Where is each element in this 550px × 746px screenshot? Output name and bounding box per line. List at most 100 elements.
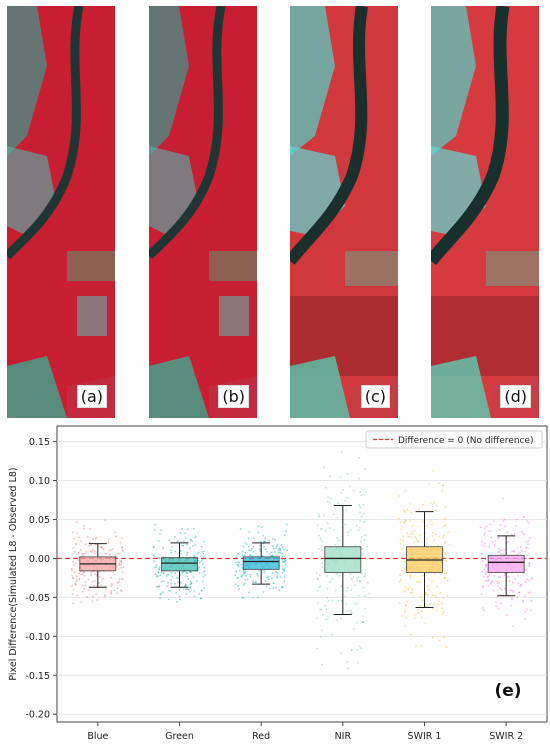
data-point <box>320 528 322 531</box>
data-point <box>80 601 83 604</box>
data-point <box>118 562 120 565</box>
data-point <box>528 563 531 566</box>
data-point <box>417 508 420 511</box>
data-point <box>448 544 451 546</box>
data-point <box>283 534 286 537</box>
data-point <box>280 586 283 588</box>
data-point <box>189 580 192 583</box>
data-point <box>319 608 322 611</box>
data-point <box>88 545 91 547</box>
data-point <box>403 560 406 563</box>
data-point <box>524 595 527 598</box>
data-point <box>248 549 250 552</box>
data-point <box>403 508 405 511</box>
data-point <box>435 585 438 588</box>
data-point <box>427 594 429 596</box>
data-point <box>184 532 187 535</box>
data-point <box>249 554 251 557</box>
data-point <box>159 532 161 535</box>
data-point <box>498 536 500 539</box>
data-point <box>434 509 437 512</box>
data-point <box>364 608 367 610</box>
data-point <box>488 573 491 576</box>
data-point <box>401 555 403 558</box>
data-point <box>72 588 75 591</box>
y-tick-label: 0.05 <box>29 515 50 526</box>
data-point <box>270 555 273 557</box>
data-point <box>432 501 435 504</box>
data-point <box>520 531 523 534</box>
data-point <box>503 574 506 576</box>
data-point <box>277 551 280 554</box>
data-point <box>187 578 190 581</box>
data-point <box>78 551 80 554</box>
data-point <box>519 584 522 586</box>
data-point <box>435 604 438 607</box>
data-point <box>285 523 288 526</box>
data-point <box>234 583 237 586</box>
data-point <box>121 549 124 552</box>
data-point <box>271 545 274 547</box>
data-point <box>254 581 257 584</box>
data-point <box>362 493 365 496</box>
data-point <box>198 572 201 574</box>
data-point <box>200 589 203 592</box>
data-point <box>487 575 490 578</box>
data-point <box>76 575 78 578</box>
data-point <box>120 589 122 592</box>
data-point <box>487 584 490 587</box>
data-point <box>286 549 289 552</box>
data-point <box>443 577 446 580</box>
data-point <box>201 563 204 565</box>
data-point <box>443 517 446 520</box>
data-point <box>407 535 410 538</box>
data-point <box>406 532 409 535</box>
data-point <box>346 587 349 589</box>
data-point <box>203 587 205 590</box>
data-point <box>346 497 349 499</box>
data-point <box>399 574 402 577</box>
data-point <box>202 571 205 574</box>
data-point <box>263 540 266 542</box>
data-point <box>158 568 161 570</box>
data-point <box>319 635 322 638</box>
data-point <box>178 589 181 591</box>
data-point <box>528 561 531 564</box>
data-point <box>243 554 246 557</box>
data-point <box>185 553 188 556</box>
data-point <box>238 569 241 572</box>
data-point <box>109 553 111 556</box>
data-point <box>520 550 523 552</box>
data-point <box>182 544 185 547</box>
data-point <box>162 572 165 575</box>
data-point <box>257 531 260 534</box>
data-point <box>403 521 406 524</box>
data-point <box>493 520 495 522</box>
data-point <box>433 573 436 575</box>
data-point <box>363 575 366 578</box>
data-point <box>244 551 247 554</box>
panel-label-c: (c) <box>360 385 390 408</box>
data-point <box>166 585 169 587</box>
data-point <box>75 580 78 583</box>
data-point <box>102 548 105 551</box>
data-point <box>242 572 245 575</box>
image-panel-a: (a) <box>7 6 115 418</box>
data-point <box>264 537 267 540</box>
data-point <box>274 538 277 541</box>
data-point <box>332 513 335 516</box>
data-point <box>421 574 424 577</box>
data-point <box>243 582 246 585</box>
x-tick-label: Red <box>252 731 270 742</box>
data-point <box>493 543 496 546</box>
data-point <box>170 549 172 551</box>
legend-box <box>365 430 543 449</box>
data-point <box>70 567 73 570</box>
data-point <box>500 552 503 555</box>
data-point <box>91 580 94 583</box>
data-point <box>499 602 502 605</box>
data-point <box>439 591 442 594</box>
data-point <box>202 553 205 555</box>
data-point <box>434 594 437 597</box>
data-point <box>357 661 360 664</box>
